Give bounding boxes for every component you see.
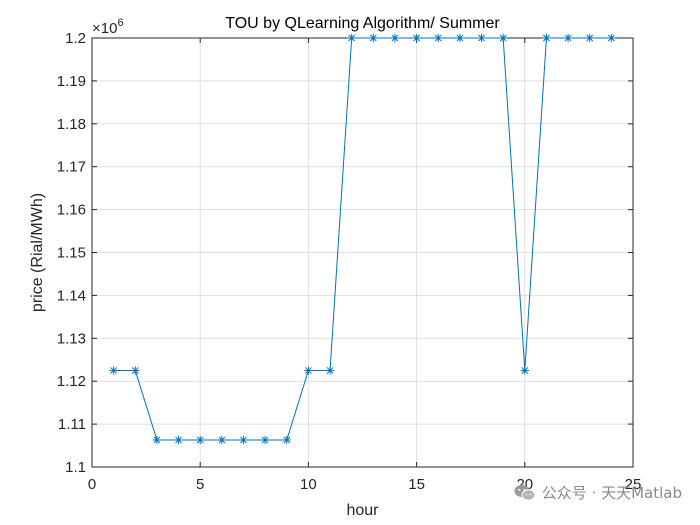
x-axis-label: hour: [346, 502, 379, 519]
y-tick-label: 1.11: [58, 416, 86, 433]
y-tick-label: 1.13: [57, 330, 86, 347]
y-tick-label: 1.18: [57, 116, 86, 133]
data-point-marker: [195, 435, 205, 445]
data-point-marker: [325, 366, 335, 375]
x-tick-label: 5: [196, 476, 204, 493]
y-tick-label: 1.19: [57, 73, 86, 90]
chart-title: TOU by QLearning Algorithm/ Summer: [225, 15, 500, 32]
data-point-marker: [152, 435, 162, 445]
y-tick-label: 1.16: [57, 202, 86, 219]
y-axis-multiplier-base: ×10: [92, 20, 117, 37]
y-tick-label: 1.14: [57, 287, 86, 304]
watermark-text: 公众号 · 天天Matlab: [541, 484, 682, 502]
data-point-marker: [282, 435, 291, 445]
data-point-marker: [260, 435, 270, 445]
data-point-marker: [131, 366, 140, 375]
grid: [91, 37, 634, 468]
data-point-marker: [498, 33, 508, 43]
data-point-marker: [412, 33, 421, 43]
data-point-marker: [390, 33, 400, 43]
data-point-marker: [304, 366, 313, 375]
y-tick-label: 1.17: [57, 159, 86, 176]
data-point-marker: [174, 435, 183, 445]
data-point-marker: [477, 33, 486, 43]
y-axis-multiplier: ×106: [92, 17, 124, 37]
data-point-marker: [542, 33, 551, 43]
data-point-marker: [434, 33, 443, 43]
ticks: 0 5 10 15 20 251.11.111.121.131.141.151.161.1…: [57, 30, 642, 493]
x-tick-label: 15: [408, 476, 425, 493]
y-tick-label: 1.12: [57, 373, 86, 390]
series-line-path: [113, 37, 612, 441]
x-tick-label: 10: [300, 476, 317, 493]
data-point-marker: [347, 33, 356, 43]
y-axis-label: price (Rial/MWh): [29, 193, 46, 312]
y-axis-multiplier-exponent: 6: [117, 17, 123, 29]
y-tick-label: 1.1: [65, 459, 86, 476]
wechat-icon: [514, 484, 536, 501]
y-tick-label: 1.2: [65, 30, 86, 47]
data-point-marker: [607, 33, 616, 43]
x-tick-label: 0: [88, 476, 96, 493]
data-point-marker: [585, 33, 594, 43]
watermark: 公众号 · 天天Matlab: [514, 482, 682, 503]
data-point-marker: [109, 366, 118, 375]
series-line: [109, 33, 616, 445]
data-point-marker: [455, 33, 465, 43]
data-point-marker: [239, 435, 248, 445]
x-tick-label: 25: [625, 476, 642, 493]
data-point-marker: [520, 366, 529, 375]
data-point-marker: [369, 33, 378, 43]
data-point-marker: [563, 33, 573, 43]
y-tick-label: 1.15: [57, 245, 86, 262]
data-point-marker: [217, 435, 227, 445]
